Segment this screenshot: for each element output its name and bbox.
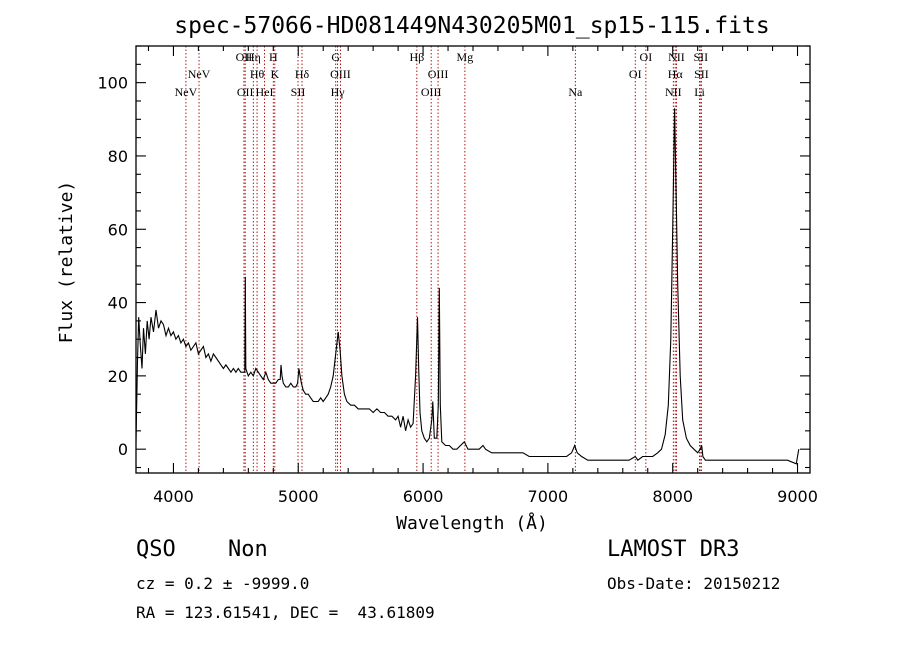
- y-tick-label: 0: [118, 440, 128, 459]
- line-marker-label: Hβ: [409, 50, 424, 64]
- x-tick-label: 6000: [403, 487, 444, 506]
- y-axis-label: Flux (relative): [56, 181, 77, 344]
- line-marker-label: Mg: [457, 50, 474, 64]
- obs-date: Obs-Date: 20150212: [607, 574, 781, 593]
- line-marker-label: SII: [291, 85, 306, 99]
- x-tick-label: 7000: [528, 487, 569, 506]
- line-marker-label: HeI: [256, 85, 274, 99]
- axis-ticks: [136, 45, 810, 473]
- chart-title: spec-57066-HD081449N430205M01_sp15-115.f…: [174, 13, 769, 39]
- line-marker-label: Hγ: [331, 85, 346, 99]
- survey-name: LAMOST DR3: [607, 537, 740, 562]
- line-marker-label: OII: [237, 85, 254, 99]
- y-tick-label: 60: [108, 220, 128, 239]
- y-tick-label: 20: [108, 367, 128, 386]
- x-tick-labels: 4000 5000 6000 7000 8000 9000: [153, 487, 818, 506]
- line-marker-label: OIII: [330, 67, 351, 81]
- line-marker-label: NII: [665, 85, 682, 99]
- line-marker-label: OIII: [421, 85, 442, 99]
- line-marker-label: OIII: [428, 67, 449, 81]
- line-markers: [185, 46, 702, 473]
- line-marker-label: Na: [568, 85, 583, 99]
- line-marker-label: Hη: [246, 50, 261, 64]
- line-marker-label: K: [270, 67, 279, 81]
- x-tick-label: 8000: [652, 487, 693, 506]
- y-tick-labels: 0 20 40 60 80 100: [97, 74, 128, 460]
- line-marker-label: SII: [693, 50, 708, 64]
- y-tick-label: 80: [108, 147, 128, 166]
- line-marker-label: Li: [694, 85, 705, 99]
- object-subclass: Non: [228, 537, 268, 562]
- line-marker-label: OII: [236, 50, 253, 64]
- spectrum-line: [135, 108, 800, 465]
- line-marker-label: OI: [629, 67, 642, 81]
- x-axis-label: Wavelength (Å): [396, 512, 548, 534]
- y-tick-label: 100: [97, 74, 128, 93]
- line-marker-label: H: [269, 50, 278, 64]
- line-marker-label: Hα: [668, 67, 684, 81]
- line-marker-label: SII: [694, 67, 709, 81]
- ra-dec: RA = 123.61541, DEC = 43.61809: [136, 603, 435, 622]
- line-marker-label: Hθ: [250, 67, 265, 81]
- line-marker-labels: NeVNeVOIIOIIHηHθHeIHKSIIHδGOIIIHγHβOIIIO…: [175, 50, 709, 99]
- y-tick-label: 40: [108, 294, 128, 313]
- line-marker-label: G: [331, 50, 340, 64]
- line-marker-label: NeV: [175, 85, 198, 99]
- line-marker-label: OI: [640, 50, 653, 64]
- line-marker-label: Hδ: [295, 67, 310, 81]
- plot-frame: [135, 45, 811, 474]
- x-tick-label: 5000: [278, 487, 319, 506]
- object-class: QSO: [136, 537, 176, 562]
- line-marker-label: NeV: [188, 67, 211, 81]
- line-marker-label: NII: [668, 50, 685, 64]
- x-tick-label: 9000: [777, 487, 818, 506]
- x-tick-label: 4000: [153, 487, 194, 506]
- redshift-cz: cz = 0.2 ± -9999.0: [136, 574, 310, 593]
